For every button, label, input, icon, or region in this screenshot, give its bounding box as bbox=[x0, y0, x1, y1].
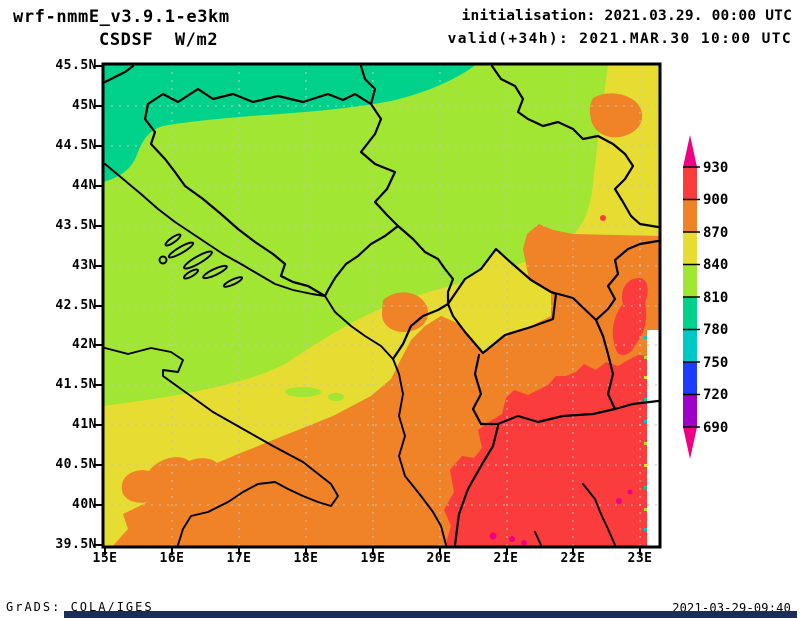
colorbar-seg-900-930 bbox=[683, 167, 697, 200]
border-montenegro-albania-kosovo bbox=[391, 302, 450, 361]
field-red-east-blob bbox=[612, 278, 648, 356]
border-slovenia-croatia bbox=[103, 64, 135, 84]
field-900-930 bbox=[444, 355, 647, 547]
lat-tick-label: 43.5N bbox=[55, 218, 97, 233]
lat-tick-label: 40.5N bbox=[55, 457, 97, 472]
lat-tick-label: 41.5N bbox=[55, 377, 97, 392]
lat-tick-label: 44N bbox=[72, 178, 97, 193]
lat-tick-label: 42.5N bbox=[55, 298, 97, 313]
lat-tick-label: 39.5N bbox=[55, 537, 97, 552]
coast-dalmatia bbox=[104, 163, 326, 297]
map-plot bbox=[95, 62, 662, 555]
map-frame bbox=[101, 62, 662, 549]
border-macedonia-greece bbox=[479, 407, 617, 426]
grads-credit: GrADS: COLA/IGES bbox=[6, 600, 154, 614]
lat-tick-label: 42N bbox=[72, 337, 97, 352]
colorbar-label: 690 bbox=[703, 420, 728, 436]
border-serbia-romania bbox=[490, 64, 660, 229]
border-bosnia-west bbox=[143, 102, 327, 298]
field-green-spot bbox=[328, 393, 344, 401]
model-title: wrf-nmmE_v3.9.1-e3km bbox=[13, 7, 230, 27]
colorbar-label: 810 bbox=[703, 290, 728, 306]
no-data-strip bbox=[647, 330, 660, 547]
coast-greece-thermaic bbox=[582, 483, 616, 546]
lon-tick-label: 16E bbox=[159, 551, 185, 566]
lat-tick-label: 43N bbox=[72, 258, 97, 273]
valid-time-label: valid(+34h): 2021.MAR.30 10:00 UTC bbox=[447, 31, 792, 47]
border-albania-greece bbox=[453, 424, 500, 547]
initialisation-label: initialisation: 2021.03.29. 00:00 UTC bbox=[461, 8, 792, 24]
variable-title: CSDSF W/m2 bbox=[99, 30, 219, 50]
field-over-930-spot bbox=[616, 498, 622, 504]
coast-corfu bbox=[534, 531, 542, 546]
colorbar-seg-750-780 bbox=[683, 329, 697, 362]
lon-tick-label: 20E bbox=[426, 551, 452, 566]
colorbar-label: 900 bbox=[703, 192, 728, 208]
colorbar: 930 900 870 840 810 780 750 720 690 bbox=[683, 135, 728, 459]
lat-tick-label: 45N bbox=[72, 98, 97, 113]
field-over-930-spot bbox=[627, 489, 633, 495]
border-serbia-macedonia bbox=[549, 290, 598, 322]
lon-tick-label: 23E bbox=[627, 551, 653, 566]
lat-tick-label: 44.5N bbox=[55, 138, 97, 153]
border-croatia-bosnia-north bbox=[146, 87, 373, 106]
field-green-spot bbox=[285, 387, 321, 397]
colorbar-label: 750 bbox=[703, 355, 728, 371]
colorbar-label: 720 bbox=[703, 387, 728, 403]
country-borders bbox=[103, 64, 660, 547]
colorbar-seg-870-900 bbox=[683, 199, 697, 232]
colorbar-ticks bbox=[683, 166, 700, 428]
field-red-spot bbox=[600, 215, 606, 221]
bottom-navy-bar bbox=[64, 611, 797, 618]
border-montenegro-serbia bbox=[396, 224, 455, 306]
colorbar-label: 840 bbox=[703, 257, 728, 273]
field-over-930-spot bbox=[489, 532, 497, 540]
lat-tick-label: 45.5N bbox=[55, 58, 97, 73]
lon-tick-label: 18E bbox=[293, 551, 319, 566]
field-orange-italy-coast bbox=[121, 457, 225, 503]
border-serbia-bulgaria bbox=[594, 239, 660, 322]
field-orange-topright bbox=[589, 93, 643, 138]
colorbar-seg-810-840 bbox=[683, 264, 697, 297]
lon-tick-label: 17E bbox=[226, 551, 252, 566]
colorbar-label: 780 bbox=[703, 322, 728, 338]
lon-tick-label: 21E bbox=[493, 551, 519, 566]
border-greece-bulgaria bbox=[613, 399, 660, 411]
dalmatian-islands bbox=[158, 233, 244, 288]
colorbar-arrow-over bbox=[683, 135, 697, 167]
colorbar-arrow-under bbox=[683, 427, 697, 459]
no-data-edge-speckles bbox=[644, 336, 647, 531]
colorbar-seg-840-870 bbox=[683, 232, 697, 265]
border-bosnia-east-drina bbox=[323, 102, 400, 298]
colorbar-seg-720-750 bbox=[683, 362, 697, 395]
lat-tick-label: 41N bbox=[72, 417, 97, 432]
lat-tick-label: 40N bbox=[72, 497, 97, 512]
colorbar-label: 870 bbox=[703, 225, 728, 241]
coast-italy bbox=[104, 347, 339, 546]
colorbar-seg-780-810 bbox=[683, 297, 697, 330]
lon-tick-label: 19E bbox=[360, 551, 386, 566]
lon-tick-label: 15E bbox=[92, 551, 118, 566]
colorbar-label: 930 bbox=[703, 160, 728, 176]
field-over-930-spot bbox=[521, 540, 527, 546]
field-780-810 bbox=[103, 64, 477, 182]
coast-montenegro-albania bbox=[324, 295, 447, 546]
graticule bbox=[103, 64, 660, 547]
field-over-930-spot bbox=[509, 536, 515, 542]
border-albania-macedonia bbox=[471, 353, 483, 426]
colorbar-seg-690-720 bbox=[683, 394, 697, 427]
lon-tick-label: 22E bbox=[560, 551, 586, 566]
border-macedonia-bulgaria bbox=[594, 318, 617, 411]
border-croatia-serbia bbox=[359, 64, 377, 106]
field-red-spot bbox=[456, 472, 470, 486]
